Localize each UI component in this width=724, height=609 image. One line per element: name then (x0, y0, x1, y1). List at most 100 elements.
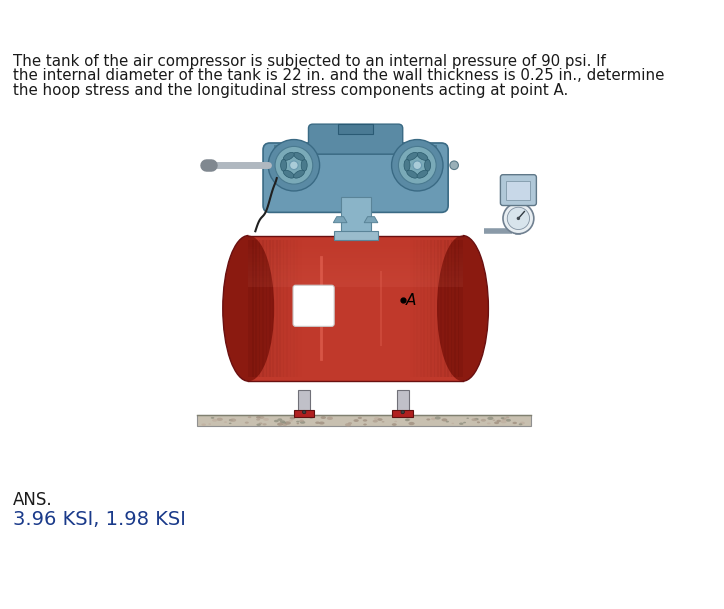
Ellipse shape (363, 423, 367, 426)
Ellipse shape (294, 170, 305, 178)
Bar (279, 240, 285, 377)
Ellipse shape (405, 419, 410, 421)
Ellipse shape (289, 420, 292, 421)
Circle shape (275, 146, 313, 184)
Bar (248, 265, 463, 267)
FancyBboxPatch shape (500, 175, 536, 205)
Ellipse shape (258, 423, 262, 424)
Ellipse shape (434, 417, 441, 420)
Ellipse shape (432, 418, 436, 420)
Bar (248, 256, 463, 258)
Circle shape (517, 217, 520, 220)
Ellipse shape (279, 420, 285, 423)
Circle shape (450, 161, 458, 169)
Text: 3.96 KSI, 1.98 KSI: 3.96 KSI, 1.98 KSI (13, 510, 186, 529)
Ellipse shape (446, 421, 449, 423)
Bar (262, 240, 267, 377)
Bar (248, 245, 463, 247)
Ellipse shape (345, 423, 351, 426)
Bar (444, 240, 449, 377)
Ellipse shape (477, 421, 480, 423)
Bar (424, 240, 429, 377)
Bar (248, 282, 463, 284)
Ellipse shape (426, 418, 430, 421)
Ellipse shape (301, 160, 307, 171)
Bar (426, 240, 432, 377)
Ellipse shape (520, 421, 525, 424)
Ellipse shape (474, 418, 479, 420)
FancyBboxPatch shape (293, 285, 334, 326)
Ellipse shape (492, 420, 495, 421)
Text: ANS.: ANS. (13, 491, 52, 509)
Ellipse shape (283, 152, 294, 160)
Ellipse shape (424, 160, 431, 171)
Ellipse shape (363, 419, 367, 421)
Ellipse shape (466, 418, 469, 419)
Ellipse shape (282, 423, 287, 426)
Bar (341, 197, 371, 240)
Bar (334, 231, 378, 240)
Circle shape (401, 410, 405, 414)
Ellipse shape (256, 423, 261, 426)
Bar (454, 240, 459, 377)
Circle shape (268, 139, 319, 191)
Ellipse shape (487, 423, 491, 424)
Polygon shape (364, 217, 378, 223)
Bar (248, 254, 463, 256)
Ellipse shape (281, 160, 287, 171)
Bar (248, 273, 463, 276)
Text: the internal diameter of the tank is 22 in. and the wall thickness is 0.25 in., : the internal diameter of the tank is 22 … (13, 68, 664, 83)
Ellipse shape (245, 421, 249, 424)
Bar (248, 276, 463, 278)
Bar (434, 240, 439, 377)
Ellipse shape (505, 417, 509, 418)
Ellipse shape (471, 418, 477, 421)
Ellipse shape (476, 421, 479, 422)
Bar (430, 240, 435, 377)
Ellipse shape (224, 421, 227, 423)
Ellipse shape (404, 160, 410, 171)
Ellipse shape (229, 419, 233, 421)
Ellipse shape (300, 420, 304, 422)
Bar (338, 124, 373, 135)
Bar (248, 240, 253, 377)
Bar (413, 240, 418, 377)
FancyBboxPatch shape (263, 143, 448, 213)
Ellipse shape (437, 236, 489, 381)
Bar (286, 240, 291, 377)
Bar (440, 240, 445, 377)
Ellipse shape (277, 423, 283, 426)
Bar (294, 410, 314, 417)
Bar (248, 236, 463, 381)
Ellipse shape (212, 419, 217, 421)
Ellipse shape (374, 417, 380, 420)
Bar (256, 240, 261, 377)
Bar (283, 240, 288, 377)
Circle shape (303, 410, 306, 414)
Ellipse shape (417, 152, 428, 160)
Ellipse shape (405, 418, 411, 421)
Ellipse shape (382, 421, 384, 423)
Ellipse shape (327, 417, 333, 420)
Ellipse shape (209, 423, 211, 424)
Ellipse shape (327, 417, 333, 419)
Ellipse shape (256, 416, 261, 418)
Bar (248, 267, 463, 269)
Ellipse shape (442, 418, 447, 421)
Ellipse shape (309, 417, 313, 418)
Bar (437, 240, 442, 377)
Ellipse shape (248, 416, 251, 418)
Circle shape (392, 139, 443, 191)
Ellipse shape (358, 417, 362, 419)
Ellipse shape (285, 421, 291, 424)
Ellipse shape (408, 422, 415, 425)
Bar (248, 271, 463, 273)
Ellipse shape (481, 419, 486, 421)
Ellipse shape (315, 421, 320, 424)
Bar (293, 240, 298, 377)
Bar (298, 390, 310, 415)
Ellipse shape (502, 417, 507, 420)
Ellipse shape (487, 417, 494, 420)
Ellipse shape (452, 423, 454, 424)
Bar (248, 258, 463, 260)
